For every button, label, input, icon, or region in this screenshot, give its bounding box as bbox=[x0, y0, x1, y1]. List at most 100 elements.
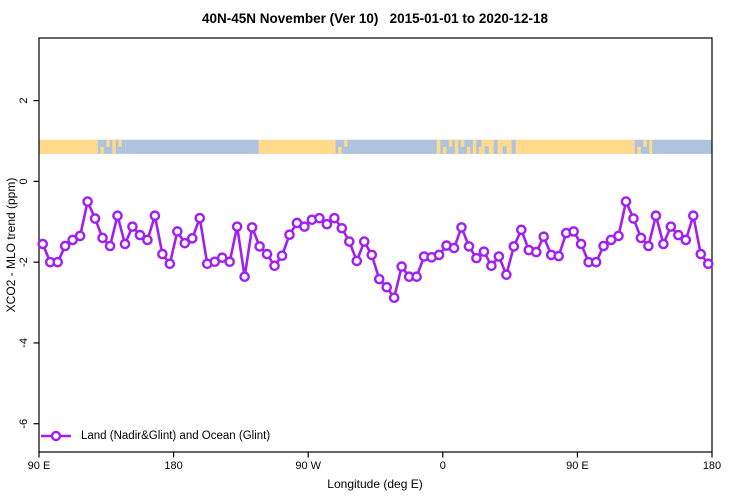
data-point-marker bbox=[112, 210, 123, 222]
x-tick-label: 180 bbox=[703, 460, 721, 472]
strip-coast-land-patch bbox=[94, 139, 98, 154]
data-point-marker bbox=[164, 258, 176, 270]
data-point-marker bbox=[508, 241, 520, 252]
data-point-marker bbox=[82, 196, 93, 207]
data-point-marker bbox=[194, 212, 206, 224]
data-point-marker bbox=[635, 232, 647, 244]
data-point-marker bbox=[172, 226, 183, 237]
strip-coast-ocean-patch bbox=[493, 139, 498, 154]
y-tick-label: -6 bbox=[18, 419, 30, 429]
data-point-marker bbox=[157, 248, 168, 260]
data-point-marker bbox=[650, 210, 662, 222]
x-tick-label: 90 E bbox=[28, 460, 51, 472]
data-point-marker bbox=[501, 269, 512, 280]
y-tick-label: 2 bbox=[18, 98, 30, 104]
data-point-marker bbox=[246, 222, 258, 233]
data-point-marker bbox=[74, 230, 86, 242]
data-point-marker bbox=[321, 218, 333, 230]
data-point-marker bbox=[695, 248, 707, 260]
data-point-marker bbox=[142, 234, 153, 246]
data-point-marker bbox=[351, 255, 363, 267]
data-point-marker bbox=[388, 292, 400, 304]
strip-segment-coast bbox=[436, 139, 482, 154]
data-point-marker bbox=[89, 213, 101, 224]
data-point-marker bbox=[239, 271, 250, 283]
chart-title: 40N-45N November (Ver 10) 2015-01-01 to … bbox=[202, 11, 548, 26]
data-point-marker bbox=[673, 229, 684, 241]
strip-segment-coast-land bbox=[481, 139, 521, 154]
strip-segment-land bbox=[258, 139, 333, 154]
data-point-marker bbox=[688, 210, 699, 222]
strip-coast-land-patch bbox=[448, 139, 453, 147]
data-point-marker bbox=[254, 241, 265, 252]
strip-coast-land-patch bbox=[344, 139, 348, 147]
strip-coast-land-patch bbox=[332, 139, 336, 154]
data-point-marker bbox=[276, 250, 288, 262]
data-point-marker bbox=[471, 252, 482, 264]
data-point-marker bbox=[336, 222, 348, 234]
data-point-marker bbox=[314, 212, 325, 224]
strip-segment-ocean bbox=[125, 139, 259, 154]
data-point-marker bbox=[456, 222, 467, 233]
strip-coast-land-patch bbox=[637, 146, 641, 154]
data-point-marker bbox=[224, 256, 235, 268]
strip-segment-ocean bbox=[652, 139, 712, 154]
data-point-marker bbox=[59, 240, 71, 252]
x-tick-label: 0 bbox=[440, 460, 446, 472]
x-tick-label: 90 E bbox=[566, 460, 589, 472]
data-point-marker bbox=[411, 271, 422, 283]
data-point-marker bbox=[344, 236, 355, 247]
data-point-marker bbox=[590, 256, 602, 268]
data-point-marker bbox=[127, 221, 138, 232]
data-point-marker bbox=[538, 231, 550, 243]
data-point-marker bbox=[553, 250, 565, 262]
strip-coast-land-patch bbox=[112, 139, 116, 154]
x-tick-label: 180 bbox=[164, 460, 182, 472]
strip-coast-land-patch bbox=[454, 139, 459, 154]
data-point-marker bbox=[358, 236, 370, 247]
y-tick-label: -2 bbox=[18, 257, 30, 267]
strip-coast-ocean-patch bbox=[511, 139, 516, 154]
data-point-marker bbox=[530, 246, 542, 258]
data-point-marker bbox=[299, 221, 310, 232]
strip-coast-land-patch bbox=[466, 146, 471, 154]
strip-segment-land bbox=[520, 139, 632, 154]
x-axis-label: Longitude (deg E) bbox=[327, 477, 423, 491]
data-point-marker bbox=[52, 256, 63, 268]
data-point-marker bbox=[433, 249, 445, 261]
strip-coast-land-patch bbox=[106, 139, 110, 147]
data-point-marker bbox=[575, 238, 587, 250]
data-point-marker bbox=[658, 238, 669, 250]
strip-segment-ocean bbox=[350, 139, 437, 154]
strip-coast-ocean-patch bbox=[502, 146, 507, 154]
data-point-marker bbox=[97, 232, 108, 244]
data-point-marker bbox=[329, 212, 340, 224]
data-point-marker bbox=[119, 238, 131, 250]
data-point-marker bbox=[598, 240, 609, 252]
data-point-marker bbox=[373, 273, 385, 285]
legend-label: Land (Nadir&Glint) and Ocean (Glint) bbox=[81, 430, 271, 442]
series-line bbox=[41, 200, 710, 300]
strip-segment-land bbox=[39, 139, 95, 154]
data-point-marker bbox=[486, 260, 497, 272]
data-point-marker bbox=[680, 234, 692, 246]
legend-marker-icon bbox=[41, 430, 71, 442]
data-point-marker bbox=[516, 224, 527, 236]
data-point-marker bbox=[568, 226, 579, 237]
strip-coast-land-patch bbox=[643, 139, 647, 147]
data-point-marker bbox=[448, 242, 460, 254]
data-point-marker bbox=[381, 281, 393, 293]
strip-coast-land-patch bbox=[436, 139, 441, 154]
strip-coast-land-patch bbox=[338, 146, 342, 154]
data-point-marker bbox=[284, 229, 295, 241]
strip-coast-ocean-patch bbox=[484, 146, 489, 154]
data-point-marker bbox=[643, 240, 654, 252]
data-point-marker bbox=[269, 260, 280, 272]
strip-coast-land-patch bbox=[100, 146, 104, 154]
data-point-marker bbox=[478, 246, 490, 257]
x-tick-label: 90 W bbox=[295, 460, 321, 472]
legend: Land (Nadir&Glint) and Ocean (Glint) bbox=[40, 429, 270, 443]
data-point-marker bbox=[37, 238, 49, 250]
data-point-marker bbox=[134, 229, 146, 241]
